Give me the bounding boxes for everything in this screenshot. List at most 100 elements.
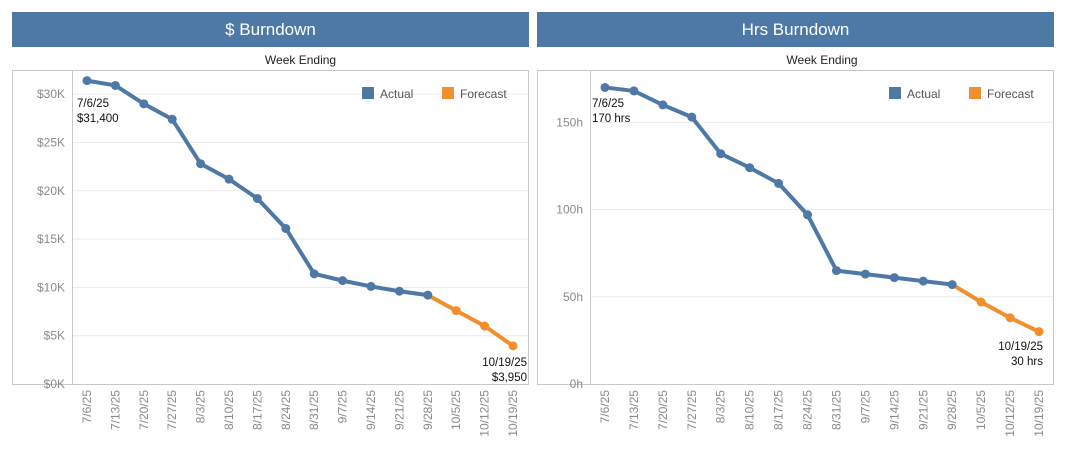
dollar-forecast-data-point [451, 306, 461, 316]
hours-x-tick-label: 9/21/25 [916, 390, 930, 430]
dollar-x-tick-label: 8/10/25 [222, 390, 236, 430]
hours-x-tick-label: 9/7/25 [858, 390, 872, 424]
hours-y-tick-label: 100h [556, 203, 583, 217]
hours-legend-actual-label: Actual [907, 87, 940, 101]
dollar-annotation-line: $31,400 [77, 113, 119, 125]
dollar-legend-forecast-swatch [442, 87, 454, 99]
hours-frame [537, 70, 1054, 385]
dollar-x-tick-label: 7/6/25 [80, 390, 94, 424]
dollar-actual-data-point [196, 159, 206, 169]
hours-x-tick-label: 8/17/25 [772, 390, 786, 430]
hours-x-tick-label: 7/6/25 [598, 390, 612, 424]
dollar-forecast-data-point [508, 341, 518, 351]
hours-x-tick-label: 9/14/25 [887, 390, 901, 430]
dollar-x-tick-label: 9/14/25 [364, 390, 378, 430]
dollar-x-tick-label: 7/13/25 [108, 390, 122, 430]
dollar-x-tick-label: 8/24/25 [279, 390, 293, 430]
dollar-annotation-line: $3,950 [492, 372, 527, 384]
dollar-frame [12, 70, 529, 385]
hours-legend-forecast-label: Forecast [987, 87, 1034, 101]
hours-annotation-end: 10/19/25 30 hrs [998, 341, 1043, 368]
hours-x-tick-label: 7/20/25 [656, 390, 670, 430]
hours-y-tick-label: 50h [563, 290, 583, 304]
dollar-actual-data-point [139, 99, 149, 109]
hours-y-tick-label: 150h [556, 115, 583, 129]
dollar-legend-actual-label: Actual [380, 87, 413, 101]
dollar-actual-data-point [309, 269, 319, 279]
hours-x-tick-label: 8/24/25 [801, 390, 815, 430]
dollar-y-tick-label: $20K [37, 184, 65, 198]
hours-actual-data-point [658, 100, 668, 110]
hours-forecast-data-point [976, 297, 986, 307]
hours-actual-data-point [774, 178, 784, 188]
hours-burndown-title: Hrs Burndown [537, 12, 1054, 47]
hours-actual-data-point [889, 273, 899, 283]
dollar-x-tick-label: 7/27/25 [165, 390, 179, 430]
hours-actual-data-point [947, 280, 957, 290]
dollar-actual-data-point [338, 276, 348, 286]
dollar-actual-data-point [394, 286, 404, 296]
dollar-x-tick-label: 8/17/25 [250, 390, 264, 430]
dollar-y-tick-label: $0K [44, 377, 65, 391]
hours-actual-data-point [600, 82, 610, 92]
hours-legend-forecast-swatch [969, 87, 981, 99]
dollar-x-tick-label: 9/21/25 [392, 390, 406, 430]
hours-x-tick-label: 7/27/25 [685, 390, 699, 430]
dollar-chart: $0K $5K $10K $15K $20K $25K $30K 7/6/25 7/13/25 7… [12, 70, 529, 437]
dollar-actual-data-point [110, 80, 120, 90]
hours-actual-data-point [745, 163, 755, 173]
dollar-forecast-series-line [425, 293, 515, 348]
dollar-actual-data-point [423, 290, 433, 300]
dollar-y-tick-label: $5K [44, 329, 65, 343]
dollar-legend-forecast-label: Forecast [460, 87, 507, 101]
hours-x-tick-label: 7/13/25 [627, 390, 641, 430]
dollar-actual-data-point [224, 174, 234, 184]
dollar-x-tick-label: 10/12/25 [478, 390, 492, 437]
hours-annotation-start: 7/6/25 170 hrs [592, 98, 631, 125]
dollar-annotation-end: 10/19/25 $3,950 [482, 357, 527, 384]
dollar-x-tick-label: 9/28/25 [421, 390, 435, 430]
hours-legend-actual-swatch [889, 87, 901, 99]
dollar-burndown-title: $ Burndown [12, 12, 529, 47]
hours-forecast-data-point [1005, 313, 1015, 323]
dollar-annotation-start: 7/6/25 $31,400 [77, 98, 119, 125]
dollar-actual-data-point [366, 281, 376, 291]
hours-x-tick-label: 8/10/25 [743, 390, 757, 430]
dollar-x-tick-label: 8/3/25 [194, 390, 208, 424]
dollar-actual-series-line [85, 78, 430, 298]
hours-annotation-line: 10/19/25 [998, 341, 1043, 353]
hours-chart: 0h 50h 100h 150h 7/6/25 7/13/25 7/20/25 7/27/25… [537, 70, 1054, 437]
dollar-y-tick-label: $25K [37, 135, 65, 149]
hours-forecast-data-point [1034, 327, 1044, 337]
dollar-annotation-line: 10/19/25 [482, 357, 527, 369]
dollar-x-tick-label: 8/31/25 [307, 390, 321, 430]
hours-x-tick-label: 10/12/25 [1003, 390, 1017, 437]
hours-annotation-line: 7/6/25 [592, 98, 624, 110]
hours-actual-data-point [918, 276, 928, 286]
hours-x-tick-label: 10/5/25 [974, 390, 988, 430]
hours-actual-data-point [831, 266, 841, 276]
hours-x-axis-title: Week Ending [786, 53, 858, 67]
hours-x-tick-label: 10/19/25 [1032, 390, 1046, 437]
dollar-forecast-data-point [480, 321, 490, 331]
dollar-actual-data-point [167, 114, 177, 124]
dollar-y-tick-label: $15K [37, 232, 65, 246]
dollar-x-tick-label: 10/5/25 [449, 390, 463, 430]
hours-x-tick-label: 8/31/25 [829, 390, 843, 430]
hours-annotation-line: 30 hrs [1011, 356, 1043, 368]
hours-actual-data-point [860, 269, 870, 279]
hours-y-tick-label: 0h [570, 377, 583, 391]
dollar-legend-actual-swatch [362, 87, 374, 99]
dollar-y-tick-label: $10K [37, 280, 65, 294]
dollar-x-tick-label: 9/7/25 [336, 390, 350, 424]
dollar-actual-data-point [252, 193, 262, 203]
dollar-actual-data-point [281, 223, 291, 233]
dollar-x-tick-label: 7/20/25 [137, 390, 151, 430]
dollar-x-tick-label: 10/19/25 [506, 390, 520, 437]
dollar-x-axis-title: Week Ending [264, 53, 337, 67]
hours-actual-data-point [687, 112, 697, 122]
dollar-y-tick-label: $30K [37, 87, 65, 101]
hours-annotation-line: 170 hrs [592, 113, 631, 125]
dollar-annotation-line: 7/6/25 [77, 98, 109, 110]
